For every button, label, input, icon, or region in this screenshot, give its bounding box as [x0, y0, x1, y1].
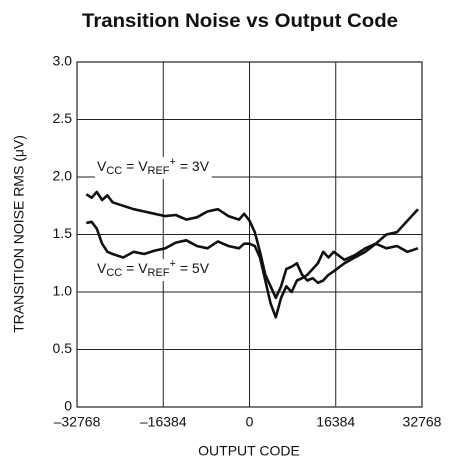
x-tick-label: –16384	[140, 414, 187, 430]
x-tick-label: 0	[246, 414, 254, 430]
annotation: VCC = VREF+ = 3V	[97, 156, 210, 177]
annotation-part: CC	[106, 165, 122, 177]
annotation-part: +	[170, 156, 176, 168]
annotation-part: = V	[122, 260, 148, 276]
annotation-part: REF	[148, 267, 170, 279]
chart-title: Transition Noise vs Output Code	[82, 11, 398, 32]
x-tick-label: 32768	[403, 414, 442, 430]
y-tick-label: 2.5	[53, 110, 73, 126]
x-tick-label: –32768	[54, 414, 101, 430]
annotation-part: +	[170, 258, 176, 270]
y-tick-label: 0.5	[53, 340, 73, 356]
y-axis-label: TRANSITION NOISE RMS (μV)	[11, 135, 27, 333]
annotation-part: V	[97, 158, 107, 174]
y-tick-label: 0	[64, 398, 72, 414]
annotation: VCC = VREF+ = 5V	[97, 258, 210, 279]
annotation-part: = 3V	[176, 158, 210, 174]
series-line	[86, 220, 419, 319]
y-tick-label: 3.0	[53, 53, 73, 69]
y-tick-label: 1.5	[53, 225, 73, 241]
y-tick-label: 1.0	[53, 283, 73, 299]
x-tick-label: 16384	[316, 414, 355, 430]
annotation-part: CC	[106, 267, 122, 279]
annotation-part: = V	[122, 158, 148, 174]
annotation-part: V	[97, 260, 107, 276]
annotation-bg	[95, 157, 212, 179]
plot-frame	[76, 61, 423, 408]
annotation-part: = 5V	[176, 260, 210, 276]
annotation-bg	[95, 259, 212, 281]
x-axis-label: OUTPUT CODE	[198, 443, 300, 459]
y-tick-label: 2.0	[53, 168, 73, 184]
annotation-part: REF	[148, 165, 170, 177]
